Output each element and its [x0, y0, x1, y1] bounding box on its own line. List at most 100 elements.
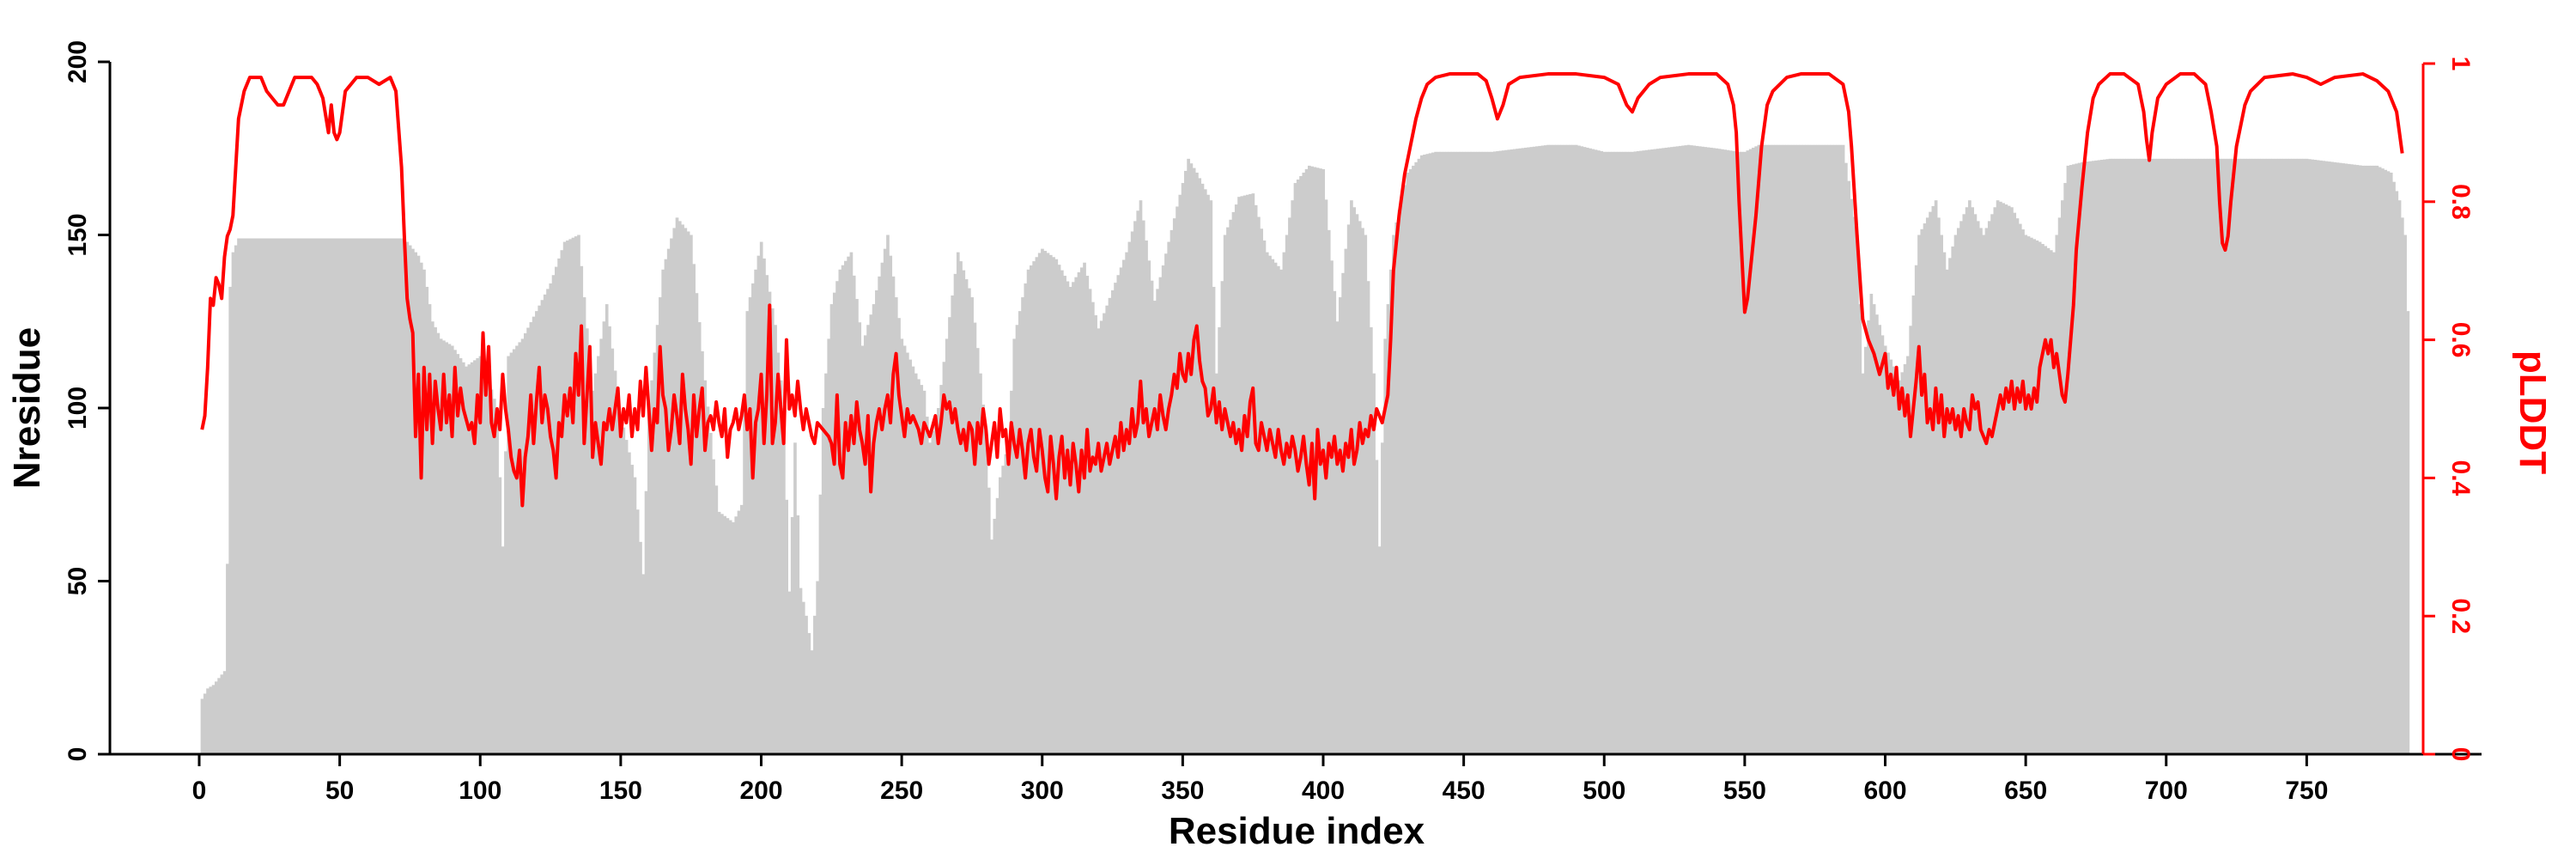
residue-bar — [1229, 219, 1233, 754]
residue-bar — [1653, 149, 1657, 754]
residue-bar — [1060, 270, 1064, 754]
residue-bar — [414, 252, 418, 754]
residue-bar — [1605, 151, 1609, 754]
residue-bar — [1616, 151, 1620, 754]
residue-bar — [386, 238, 390, 754]
residue-bar — [1510, 149, 1514, 754]
residue-bar — [1585, 147, 1589, 754]
residue-bar — [313, 238, 317, 754]
residue-bar — [2397, 200, 2402, 754]
residue-bar — [683, 228, 688, 754]
residue-bar — [349, 238, 353, 754]
right-y-axis-ticks: 0 0.2 0.4 0.6 0.8 1 — [2423, 57, 2475, 761]
residue-bar — [925, 417, 929, 754]
residue-bar — [1083, 262, 1086, 754]
residue-bar — [975, 348, 980, 754]
residue-bar — [1735, 151, 1739, 754]
residue-bar — [416, 255, 421, 754]
left-y-axis-title: Nresidue — [6, 327, 48, 489]
residue-bar — [1127, 241, 1132, 754]
residue-bar — [863, 335, 867, 754]
residue-bar — [422, 269, 426, 754]
residue-bar — [1816, 144, 1820, 755]
residue-bar — [732, 521, 735, 754]
residue-bar — [1521, 148, 1525, 755]
residue-bar — [619, 415, 623, 754]
residue-bar — [484, 372, 488, 754]
residue-bar — [2046, 247, 2050, 754]
residue-bar — [1959, 221, 1963, 754]
residue-bar — [1692, 145, 1696, 754]
residue-bar — [1254, 204, 1258, 755]
residue-bar — [1268, 255, 1272, 754]
residue-bar — [1830, 144, 1834, 755]
residue-bar — [1917, 235, 1921, 754]
x-tick-label: 250 — [880, 777, 923, 805]
residue-bar — [1951, 246, 1955, 754]
residue-bar — [2316, 160, 2320, 754]
residue-bar — [357, 238, 361, 754]
residue-bar — [1066, 281, 1070, 754]
residue-bar — [1467, 151, 1472, 754]
residue-bar — [2139, 158, 2143, 755]
residue-bar — [818, 494, 823, 754]
residue-bar — [1512, 149, 1516, 754]
residue-bar — [580, 265, 584, 754]
residue-bar — [821, 408, 825, 754]
left-y-tick-label: 100 — [64, 387, 92, 430]
right-y-tick-label: 0.8 — [2446, 184, 2475, 220]
residue-bar — [1094, 315, 1097, 754]
residue-bar — [2192, 158, 2196, 755]
residue-bar — [368, 238, 373, 754]
residue-bar — [372, 238, 375, 754]
x-tick-label: 300 — [1021, 777, 1064, 805]
residue-bar — [1344, 248, 1348, 754]
right-y-tick-label: 1 — [2446, 57, 2475, 71]
residue-bar — [849, 252, 854, 754]
bar-series — [200, 144, 2410, 755]
residue-bar — [765, 275, 769, 754]
residue-bar — [670, 238, 673, 754]
residue-bar — [835, 281, 839, 755]
residue-bar — [1856, 235, 1859, 754]
residue-bar — [1543, 145, 1547, 754]
residue-bar — [1740, 151, 1744, 754]
residue-bar — [1052, 257, 1055, 754]
residue-bar — [1434, 151, 1437, 754]
residue-bar — [1026, 269, 1030, 754]
residue-bar — [1580, 146, 1584, 754]
residue-bar — [1285, 235, 1289, 754]
residue-bar — [737, 510, 741, 754]
residue-bar — [1518, 148, 1522, 754]
residue-bar — [1861, 373, 1865, 754]
residue-bar — [1948, 258, 1952, 754]
residue-bar — [633, 477, 637, 754]
residue-bar — [1670, 147, 1674, 754]
residue-bar — [2339, 162, 2342, 754]
residue-bar — [1184, 170, 1188, 754]
residue-bar — [1990, 214, 1994, 754]
residue-bar — [1412, 165, 1415, 754]
residue-bar — [211, 685, 216, 754]
residue-bar — [1125, 252, 1128, 754]
residue-bar — [1381, 442, 1384, 754]
residue-bar — [2238, 158, 2241, 755]
residue-bar — [2004, 204, 2008, 755]
residue-bar — [1392, 235, 1395, 754]
residue-bar — [1909, 326, 1912, 754]
residue-bar — [829, 304, 834, 755]
residue-bar — [549, 283, 553, 754]
residue-bar — [951, 295, 955, 754]
residue-bar — [661, 269, 665, 754]
residue-bar — [613, 370, 617, 754]
residue-bar — [2201, 158, 2205, 755]
residue-bar — [2061, 200, 2064, 754]
residue-bar — [1277, 265, 1280, 754]
residue-bar — [1819, 144, 1823, 755]
residue-bar — [2218, 158, 2221, 755]
residue-bar — [790, 516, 794, 754]
residue-bar — [1836, 144, 1839, 755]
residue-bar — [515, 345, 519, 754]
residue-bar — [1057, 265, 1061, 754]
residue-bar — [1892, 366, 1896, 754]
